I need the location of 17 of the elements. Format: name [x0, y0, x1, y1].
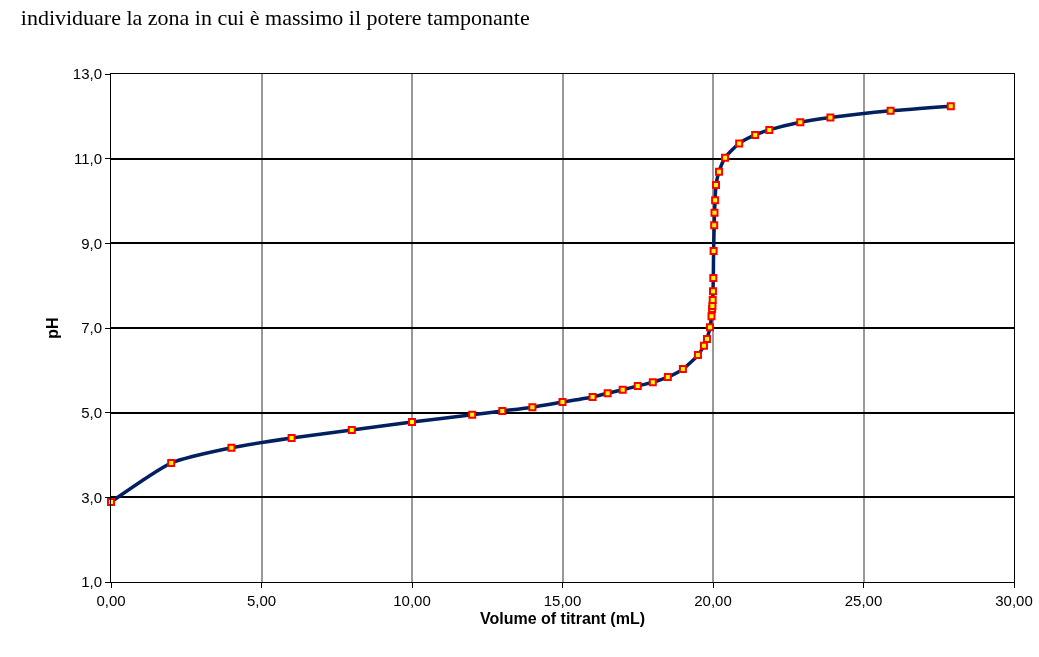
y-tick-label: 9,0	[81, 234, 102, 252]
y-tick-label: 5,0	[81, 403, 102, 421]
y-tick-label: 13,0	[72, 65, 102, 83]
y-tick-label: 3,0	[81, 488, 102, 506]
x-axis-title: Volume of titrant (mL)	[479, 609, 646, 627]
x-tick-label: 30,00	[995, 592, 1033, 609]
y-axis-title: pH	[43, 317, 61, 339]
x-tick-label: 0,00	[96, 592, 126, 609]
x-tick-label: 25,00	[844, 592, 883, 609]
chart-title: individuare la zona in cui è massimo il potere tamponante	[20, 5, 530, 31]
y-tick-label: 11,0	[73, 149, 102, 167]
x-tick-label: 20,00	[694, 592, 732, 609]
y-tick-label: 1,0	[81, 573, 102, 591]
x-tick-label: 5,00	[246, 592, 277, 609]
x-tick-label: 15,00	[543, 592, 582, 609]
y-tick-label: 7,0	[81, 319, 102, 337]
x-tick-label: 10,00	[393, 592, 431, 609]
